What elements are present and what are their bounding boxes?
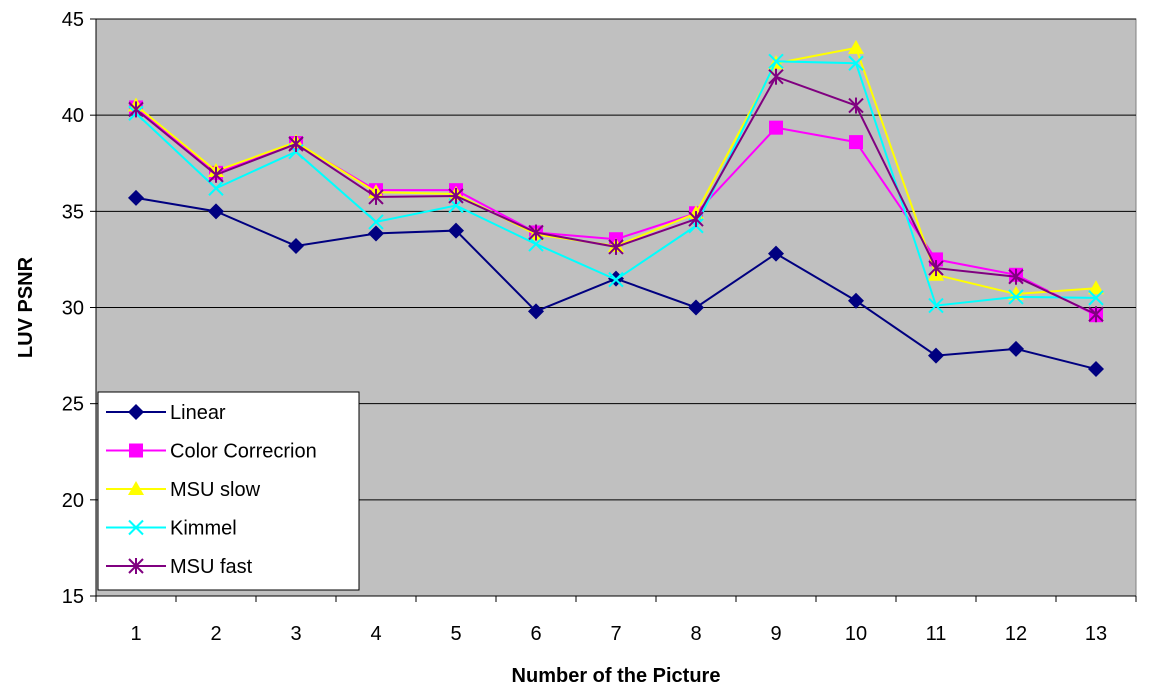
data-point [1008, 289, 1024, 305]
marker-stroke [928, 297, 944, 314]
x-tick-label: 2 [210, 623, 221, 645]
data-point [208, 180, 224, 196]
y-tick-label: 30 [62, 298, 84, 320]
legend-label: MSU fast [170, 556, 253, 578]
data-point [208, 166, 224, 183]
x-tick-label: 6 [530, 623, 541, 645]
x-tick-label: 7 [610, 623, 621, 645]
data-point [128, 189, 144, 206]
x-tick-label: 9 [770, 623, 781, 645]
legend-marker [128, 404, 144, 420]
data-point [528, 236, 544, 252]
x-tick-label: 12 [1005, 623, 1027, 645]
data-point [1088, 280, 1104, 295]
data-point [528, 224, 544, 241]
data-point [288, 136, 304, 153]
x-tick-label: 1 [130, 623, 141, 645]
data-point [928, 260, 944, 277]
y-tick-label: 40 [62, 105, 84, 127]
data-point [1088, 290, 1104, 306]
x-tick-label: 10 [845, 623, 867, 645]
data-point [208, 203, 224, 220]
legend-marker [128, 558, 144, 574]
legend-label: Kimmel [170, 518, 237, 540]
x-tick-label: 11 [926, 623, 947, 645]
series-layer [128, 39, 1104, 378]
data-point [848, 292, 864, 309]
x-tick-label: 5 [450, 623, 461, 645]
x-axis-title: Number of the Picture [512, 665, 721, 687]
y-tick-label: 35 [62, 201, 84, 223]
data-point [608, 238, 624, 255]
data-point [1088, 361, 1104, 378]
legend-item: Linear [106, 402, 226, 424]
data-point [768, 68, 784, 85]
data-point [768, 53, 784, 70]
data-point [1008, 268, 1024, 285]
data-point [368, 214, 384, 230]
marker-stroke [768, 53, 784, 70]
x-tick-label: 4 [370, 623, 381, 645]
series-linear [128, 189, 1104, 378]
y-axis-title: LUV PSNR [15, 256, 37, 358]
data-point [849, 135, 863, 150]
data-point [448, 187, 464, 204]
data-point [128, 101, 144, 118]
legend-marker [128, 481, 144, 495]
legend-item: MSU fast [106, 556, 253, 578]
data-point [448, 222, 464, 239]
legend: Linear Color Correcrion MSU slow Kimmel MSU … [97, 391, 360, 591]
y-tick-label: 20 [62, 490, 84, 512]
data-point [528, 303, 544, 320]
legend-label: Color Correcrion [170, 441, 317, 463]
data-point [769, 120, 783, 135]
marker-stroke [1088, 290, 1104, 306]
series-msu-fast [128, 68, 1104, 323]
data-point [848, 39, 864, 54]
data-point [368, 225, 384, 242]
legend-label: Linear [170, 402, 226, 424]
data-point [288, 237, 304, 254]
data-point [928, 347, 944, 364]
marker-stroke [528, 236, 544, 252]
x-tick-label: 3 [290, 623, 301, 645]
data-point [1088, 306, 1104, 323]
x-tick-label: 8 [690, 623, 701, 645]
data-point [768, 245, 784, 262]
legend-item: Kimmel [106, 518, 237, 540]
data-point [608, 271, 624, 288]
y-tick-label: 25 [62, 394, 84, 416]
data-point [1008, 340, 1024, 357]
marker-stroke [368, 214, 384, 230]
legend-item: Color Correcrion [106, 441, 317, 463]
legend-marker [128, 519, 144, 536]
data-point [848, 97, 864, 114]
y-tick-label: 45 [62, 9, 84, 31]
legend-item: MSU slow [106, 479, 261, 501]
marker-stroke [608, 271, 624, 288]
data-point [688, 211, 704, 228]
marker-stroke [128, 519, 144, 536]
marker-stroke [1008, 289, 1024, 305]
marker-stroke [848, 55, 864, 71]
data-point [928, 297, 944, 314]
data-point [368, 188, 384, 205]
x-tick-label: 13 [1085, 623, 1107, 645]
legend-label: MSU slow [170, 479, 261, 501]
y-tick-label: 15 [62, 586, 84, 608]
marker-stroke [208, 180, 224, 196]
data-point [848, 55, 864, 71]
legend-marker [129, 443, 143, 458]
data-point [688, 299, 704, 316]
